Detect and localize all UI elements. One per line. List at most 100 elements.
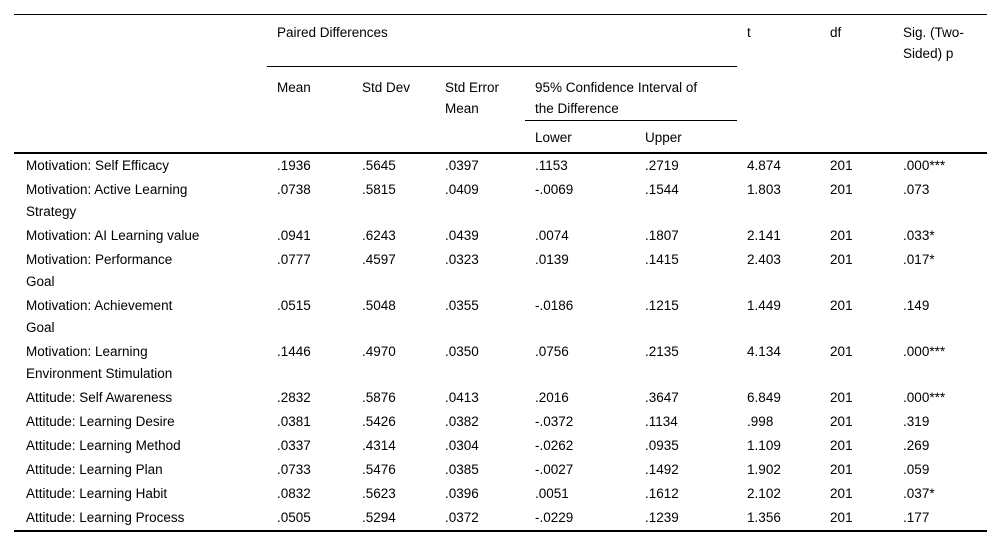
- cell-std-error-mean: .0323: [445, 251, 479, 267]
- cell-ci-lower: -.0262: [535, 437, 574, 453]
- row-label: Attitude: Learning Plan: [26, 461, 163, 477]
- header-row-spanners: Paired Differences t df Sig. (Two- Sided…: [14, 14, 988, 153]
- cell-ci-upper: .2135: [645, 343, 679, 359]
- cell-sig: .073: [903, 181, 930, 197]
- cell-t-value: .998: [747, 413, 774, 429]
- cell-ci-lower: .0074: [535, 227, 569, 243]
- table-row: Motivation: Achievement Goal .0515 .5048…: [14, 294, 987, 340]
- row-label: Attitude: Self Awareness: [26, 389, 173, 405]
- cell-ci-lower: .0051: [535, 485, 569, 501]
- row-label: Attitude: Learning Process: [14, 505, 267, 532]
- cell-ci-upper: .3647: [645, 389, 679, 405]
- header-std-error-mean: Std Error Mean: [445, 80, 500, 116]
- cell-std-error-mean: .0397: [435, 151, 525, 178]
- table-row: Attitude: Learning Method .0337 .4314 .0…: [14, 434, 987, 458]
- cell-t-value: 1.902: [747, 461, 781, 477]
- header-paired-differences: Paired Differences: [267, 14, 738, 67]
- cell-df: 201: [830, 297, 853, 313]
- row-label: Attitude: Learning Desire: [26, 413, 175, 429]
- cell-std-dev: .5426: [362, 413, 396, 429]
- table-row: Motivation: Self Efficacy .1936 .5645 .0…: [14, 151, 988, 178]
- cell-ci-lower: -.0372: [535, 413, 574, 429]
- cell-mean: .0505: [267, 505, 352, 532]
- cell-mean: .2832: [277, 389, 311, 405]
- cell-sig: .059: [903, 461, 930, 477]
- table-row: Attitude: Learning Desire .0381 .5426 .0…: [14, 410, 987, 434]
- cell-std-dev: .5645: [352, 151, 435, 178]
- cell-t-value: 2.403: [747, 251, 781, 267]
- cell-sig: .149: [903, 297, 930, 313]
- table-header: Paired Differences t df Sig. (Two- Sided…: [14, 14, 988, 153]
- row-label: Motivation: Performance Goal: [26, 251, 173, 289]
- cell-t-value: 2.102: [747, 485, 781, 501]
- cell-mean: .0832: [277, 485, 311, 501]
- cell-ci-lower: .1153: [525, 151, 635, 178]
- cell-ci-lower: -.0027: [535, 461, 574, 477]
- cell-mean: .0515: [277, 297, 311, 313]
- header-lower: Lower: [535, 130, 572, 145]
- cell-sig: .000***: [903, 343, 946, 359]
- table-row: Motivation: Learning Environment Stimula…: [14, 340, 987, 386]
- cell-df: 201: [830, 413, 853, 429]
- header-confidence-interval: 95% Confidence Interval of the Differenc…: [525, 66, 738, 121]
- table-row: Attitude: Learning Process .0505 .5294 .…: [14, 505, 988, 532]
- cell-std-dev: .5623: [362, 485, 396, 501]
- cell-std-dev: .4597: [362, 251, 396, 267]
- cell-t-value: 6.849: [747, 389, 781, 405]
- cell-t-value: 1.449: [747, 297, 781, 313]
- cell-std-dev: .5048: [362, 297, 396, 313]
- cell-ci-upper: .1415: [645, 251, 679, 267]
- paired-t-test-table: Paired Differences t df Sig. (Two- Sided…: [14, 14, 988, 532]
- cell-t-value: 1.803: [747, 181, 781, 197]
- cell-std-dev: .5476: [362, 461, 396, 477]
- header-row-bounds: Lower Upper: [14, 121, 987, 153]
- cell-std-error-mean: .0304: [445, 437, 479, 453]
- cell-ci-lower: -.0229: [525, 505, 635, 532]
- cell-std-error-mean: .0355: [445, 297, 479, 313]
- cell-sig: .319: [903, 413, 930, 429]
- table-row: Motivation: AI Learning value .0941 .624…: [14, 224, 987, 248]
- row-label: Motivation: Learning Environment Stimula…: [26, 343, 173, 381]
- header-t: t: [737, 14, 821, 153]
- cell-df: 201: [820, 151, 894, 178]
- cell-ci-lower: -.0069: [535, 181, 574, 197]
- cell-mean: .1936: [267, 151, 352, 178]
- table-row: Attitude: Learning Plan .0733 .5476 .038…: [14, 458, 987, 482]
- cell-df: 201: [830, 437, 853, 453]
- row-label: Attitude: Learning Method: [26, 437, 181, 453]
- cell-mean: .1446: [277, 343, 311, 359]
- cell-std-error-mean: .0409: [445, 181, 479, 197]
- cell-sig: .037*: [903, 485, 935, 501]
- cell-ci-lower: .0756: [535, 343, 569, 359]
- header-row-measures: Mean Std Dev Std Error Mean 95% Confiden…: [14, 66, 987, 121]
- cell-std-dev: .4314: [362, 437, 396, 453]
- cell-mean: .0337: [277, 437, 311, 453]
- cell-sig: .177: [893, 505, 988, 532]
- cell-t-value: 4.874: [737, 151, 821, 178]
- header-std-dev: Std Dev: [362, 80, 411, 95]
- cell-t-value: 2.141: [747, 227, 781, 243]
- cell-ci-upper: .1807: [645, 227, 679, 243]
- cell-ci-upper: .1612: [645, 485, 679, 501]
- cell-ci-upper: .2719: [635, 151, 738, 178]
- cell-df: 201: [830, 485, 853, 501]
- table-row: Motivation: Active Learning Strategy .07…: [14, 178, 987, 224]
- cell-df: 201: [830, 389, 853, 405]
- table-body: Motivation: Self Efficacy .1936 .5645 .0…: [14, 151, 988, 532]
- cell-df: 201: [830, 343, 853, 359]
- cell-ci-lower: .2016: [535, 389, 569, 405]
- cell-std-error-mean: .0413: [445, 389, 479, 405]
- cell-std-dev: .5876: [362, 389, 396, 405]
- row-label: Motivation: Self Efficacy: [14, 151, 267, 178]
- header-mean: Mean: [277, 80, 311, 95]
- cell-mean: .0381: [277, 413, 311, 429]
- cell-ci-upper: .1134: [645, 413, 678, 429]
- cell-df: 201: [830, 251, 853, 267]
- cell-t-value: 4.134: [747, 343, 781, 359]
- cell-df: 201: [830, 227, 853, 243]
- cell-std-error-mean: .0372: [435, 505, 525, 532]
- cell-ci-upper: .1239: [635, 505, 738, 532]
- cell-ci-upper: .0935: [645, 437, 679, 453]
- cell-mean: .0777: [277, 251, 311, 267]
- cell-std-error-mean: .0385: [445, 461, 479, 477]
